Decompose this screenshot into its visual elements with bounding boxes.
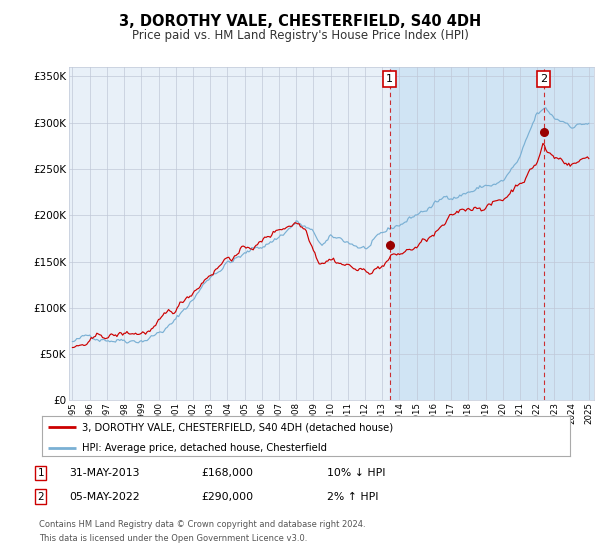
Text: This data is licensed under the Open Government Licence v3.0.: This data is licensed under the Open Gov… bbox=[39, 534, 307, 543]
Text: HPI: Average price, detached house, Chesterfield: HPI: Average price, detached house, Ches… bbox=[82, 442, 326, 452]
Text: 2: 2 bbox=[37, 492, 44, 502]
Text: 2% ↑ HPI: 2% ↑ HPI bbox=[327, 492, 379, 502]
Text: Price paid vs. HM Land Registry's House Price Index (HPI): Price paid vs. HM Land Registry's House … bbox=[131, 29, 469, 42]
Bar bbox=[389, 67, 598, 400]
Text: Contains HM Land Registry data © Crown copyright and database right 2024.: Contains HM Land Registry data © Crown c… bbox=[39, 520, 365, 529]
Text: 2: 2 bbox=[540, 74, 547, 84]
Text: 3, DOROTHY VALE, CHESTERFIELD, S40 4DH (detached house): 3, DOROTHY VALE, CHESTERFIELD, S40 4DH (… bbox=[82, 422, 393, 432]
Text: 3, DOROTHY VALE, CHESTERFIELD, S40 4DH: 3, DOROTHY VALE, CHESTERFIELD, S40 4DH bbox=[119, 14, 481, 29]
Text: 1: 1 bbox=[37, 468, 44, 478]
Text: 05-MAY-2022: 05-MAY-2022 bbox=[69, 492, 140, 502]
Text: £290,000: £290,000 bbox=[201, 492, 253, 502]
Text: 10% ↓ HPI: 10% ↓ HPI bbox=[327, 468, 386, 478]
Text: 31-MAY-2013: 31-MAY-2013 bbox=[69, 468, 139, 478]
Text: 1: 1 bbox=[386, 74, 393, 84]
Text: £168,000: £168,000 bbox=[201, 468, 253, 478]
